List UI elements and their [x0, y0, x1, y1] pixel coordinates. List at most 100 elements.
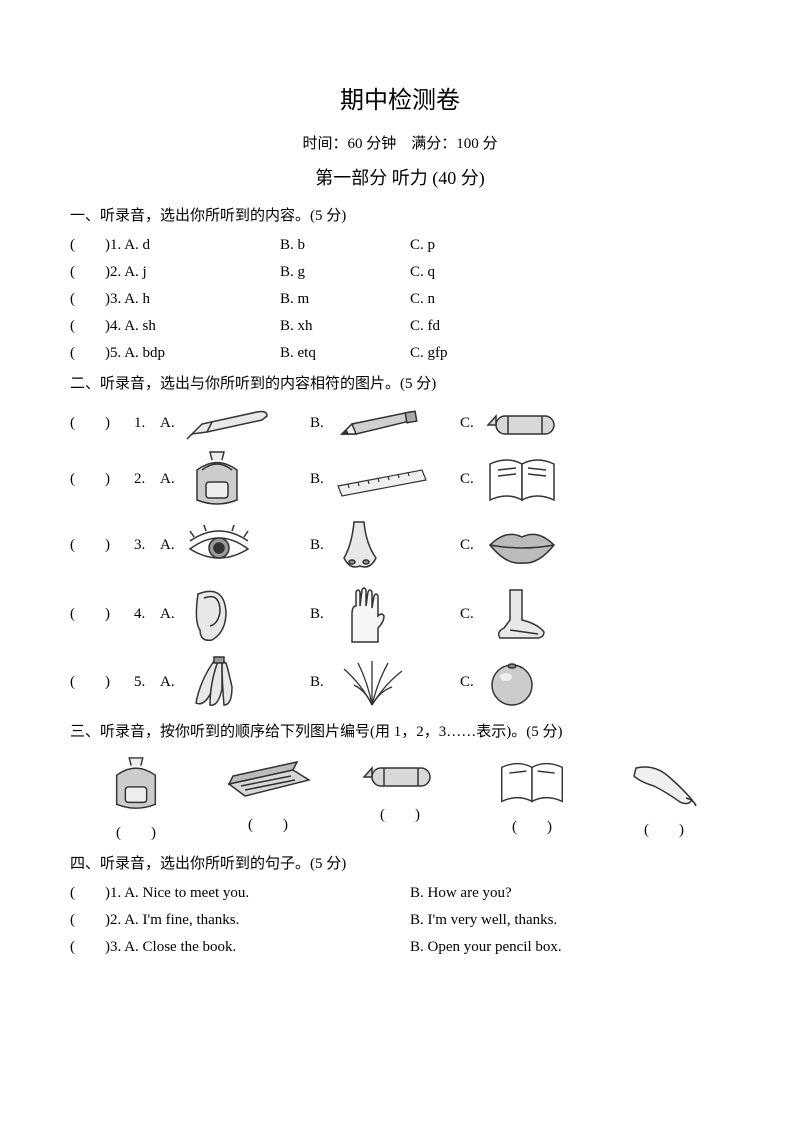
blank-paren[interactable]: ( ) — [70, 466, 134, 493]
book-icon — [493, 756, 571, 808]
blank-paren[interactable]: ( ) — [70, 669, 134, 696]
opt-b: B. xh — [280, 313, 410, 340]
crayon-icon — [482, 404, 567, 444]
opt-a: A. I'm fine, thanks. — [124, 912, 239, 928]
pic-row-1: ( ) 1. A. B. C. — [70, 404, 730, 444]
eye-icon — [182, 521, 257, 571]
pencilbox-icon — [221, 756, 316, 806]
opt-a: A. d — [124, 237, 150, 253]
q-num: 5. — [110, 345, 121, 361]
opt-label-a: A. — [160, 532, 182, 559]
section-1-heading: 一、听录音，选出你所听到的内容。(5 分) — [70, 203, 730, 230]
opt-b: B. m — [280, 286, 410, 313]
time-score: 时间：60 分钟 满分：100 分 — [70, 131, 730, 158]
q-num: 1. — [110, 885, 121, 901]
part-1-heading: 第一部分 听力 (40 分) — [70, 162, 730, 194]
order-item: ( ) — [477, 756, 587, 847]
opt-label-b: B. — [310, 669, 332, 696]
section-2-heading: 二、听录音，选出与你所听到的内容相符的图片。(5 分) — [70, 371, 730, 398]
orange-icon — [482, 655, 542, 710]
q4-row: ( ) 4. A. sh B. xh C. fd — [70, 313, 730, 340]
opt-label-b: B. — [310, 410, 332, 437]
blank-paren[interactable]: ( ) — [477, 814, 587, 841]
blank-paren[interactable]: ( ) — [70, 410, 134, 437]
order-item: ( ) — [345, 756, 455, 847]
pic-row-5: ( ) 5. A. B. C. — [70, 653, 730, 713]
sent-row-1: ( ) 1. A. Nice to meet you. B. How are y… — [70, 880, 730, 907]
opt-a: A. h — [124, 291, 150, 307]
hand-icon — [332, 582, 397, 647]
q-num: 2. — [110, 264, 121, 280]
blank-paren[interactable]: ( ) — [70, 601, 134, 628]
q5-row: ( ) 5. A. bdp B. etq C. gfp — [70, 340, 730, 367]
q-num: 4. — [134, 601, 160, 628]
opt-label-c: C. — [460, 601, 482, 628]
q-num: 1. — [110, 237, 121, 253]
opt-c: C. p — [410, 232, 530, 259]
q-num: 2. — [134, 466, 160, 493]
opt-a: A. j — [124, 264, 147, 280]
blank-paren[interactable]: ( ) — [70, 232, 110, 259]
order-item: ( ) — [81, 756, 191, 847]
q-num: 5. — [134, 669, 160, 696]
opt-b: B. b — [280, 232, 410, 259]
q-num: 3. — [110, 939, 121, 955]
opt-c: C. fd — [410, 313, 530, 340]
crayon-icon — [358, 756, 443, 796]
opt-label-c: C. — [460, 410, 482, 437]
blank-paren[interactable]: ( ) — [81, 820, 191, 847]
q-num: 4. — [110, 318, 121, 334]
blank-paren[interactable]: ( ) — [70, 286, 110, 313]
blank-paren[interactable]: ( ) — [70, 907, 110, 934]
mouth-icon — [482, 523, 562, 568]
opt-b: B. I'm very well, thanks. — [410, 907, 710, 934]
order-row: ( ) ( ) ( ) — [70, 756, 730, 847]
opt-label-b: B. — [310, 601, 332, 628]
opt-b: B. Open your pencil box. — [410, 934, 710, 961]
pen-icon — [182, 404, 272, 444]
foot-icon — [482, 584, 557, 644]
opt-label-c: C. — [460, 466, 482, 493]
schoolbag-icon — [182, 450, 252, 510]
pencil-icon — [332, 404, 422, 444]
banana-icon — [182, 653, 252, 713]
blank-paren[interactable]: ( ) — [70, 934, 110, 961]
q-num: 2. — [110, 912, 121, 928]
opt-label-a: A. — [160, 410, 182, 437]
opt-a: A. bdp — [124, 345, 165, 361]
order-item: ( ) — [213, 756, 323, 847]
q-num: 3. — [110, 291, 121, 307]
pic-row-4: ( ) 4. A. B. C. — [70, 582, 730, 647]
opt-label-a: A. — [160, 669, 182, 696]
pic-row-3: ( ) 3. A. B. C. — [70, 516, 730, 576]
blank-paren[interactable]: ( ) — [213, 812, 323, 839]
blank-paren[interactable]: ( ) — [70, 259, 110, 286]
section-4-heading: 四、听录音，选出你所听到的句子。(5 分) — [70, 851, 730, 878]
opt-label-b: B. — [310, 532, 332, 559]
blank-paren[interactable]: ( ) — [70, 532, 134, 559]
opt-a: A. Close the book. — [124, 939, 236, 955]
blank-paren[interactable]: ( ) — [609, 817, 719, 844]
q1-row: ( ) 1. A. d B. b C. p — [70, 232, 730, 259]
q2-row: ( ) 2. A. j B. g C. q — [70, 259, 730, 286]
ear-icon — [182, 582, 237, 647]
opt-label-a: A. — [160, 601, 182, 628]
opt-label-b: B. — [310, 466, 332, 493]
blank-paren[interactable]: ( ) — [345, 802, 455, 829]
blank-paren[interactable]: ( ) — [70, 880, 110, 907]
blank-paren[interactable]: ( ) — [70, 313, 110, 340]
q-num: 3. — [134, 532, 160, 559]
opt-label-c: C. — [460, 532, 482, 559]
pic-row-2: ( ) 2. A. B. C. — [70, 450, 730, 510]
opt-a: A. sh — [124, 318, 156, 334]
opt-b: B. etq — [280, 340, 410, 367]
ruler-icon — [332, 460, 432, 500]
opt-b: B. g — [280, 259, 410, 286]
section-3-heading: 三、听录音，按你听到的顺序给下列图片编号(用 1，2，3……表示)。(5 分) — [70, 719, 730, 746]
sent-row-2: ( ) 2. A. I'm fine, thanks. B. I'm very … — [70, 907, 730, 934]
opt-b: B. How are you? — [410, 880, 710, 907]
q-num: 1. — [134, 410, 160, 437]
opt-label-c: C. — [460, 669, 482, 696]
opt-c: C. q — [410, 259, 530, 286]
blank-paren[interactable]: ( ) — [70, 340, 110, 367]
